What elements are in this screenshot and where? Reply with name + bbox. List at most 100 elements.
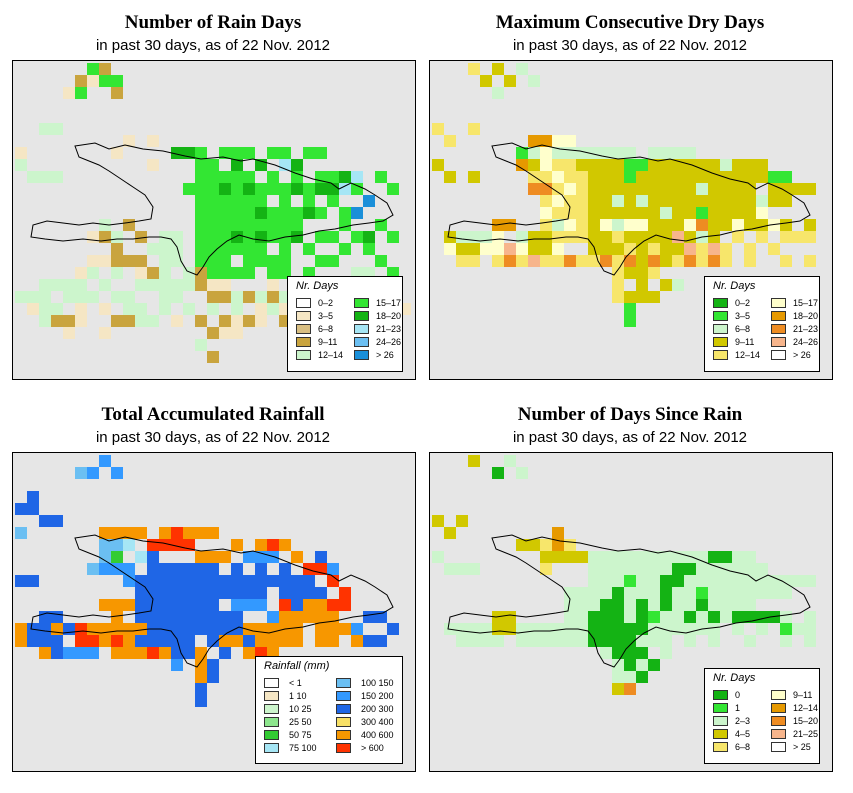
legend-items: 0–2 3–5 6–8 9–11 12–14 15–17 18–20 21–23 24–26 > … (296, 297, 404, 361)
legend-swatch (713, 337, 728, 347)
grid-cell (540, 147, 552, 159)
grid-cell (219, 291, 231, 303)
grid-cell (219, 327, 231, 339)
grid-cell (243, 315, 255, 327)
grid-cell (243, 551, 255, 563)
grid-cell (468, 63, 480, 75)
grid-cell (195, 159, 207, 171)
grid-cell (648, 183, 660, 195)
panel-title: Number of Rain Days (124, 12, 302, 33)
grid-cell (684, 243, 696, 255)
grid-cell (15, 291, 27, 303)
grid-cell (708, 159, 720, 171)
grid-cell (744, 587, 756, 599)
grid-cell (123, 219, 135, 231)
legend-swatch (713, 324, 728, 334)
grid-cell (243, 147, 255, 159)
legend-swatch (264, 704, 279, 714)
legend-label: 9–11 (318, 337, 338, 347)
grid-cell (351, 171, 363, 183)
grid-cell (804, 611, 816, 623)
grid-cell (75, 467, 87, 479)
grid-cell (744, 563, 756, 575)
grid-cell (600, 587, 612, 599)
grid-cell (588, 243, 600, 255)
legend-item: 0 (713, 689, 771, 701)
grid-cell (708, 635, 720, 647)
grid-cell (219, 279, 231, 291)
grid-cell (636, 551, 648, 563)
legend-label: 2–3 (735, 716, 751, 726)
grid-cell (207, 351, 219, 363)
grid-cell (279, 635, 291, 647)
grid-cell (456, 255, 468, 267)
grid-cell (231, 291, 243, 303)
grid-cell (432, 123, 444, 135)
grid-cell (207, 659, 219, 671)
grid-cell (99, 327, 111, 339)
grid-cell (147, 135, 159, 147)
grid-cell (684, 159, 696, 171)
grid-cell (780, 623, 792, 635)
grid-cell (303, 195, 315, 207)
grid-cell (171, 563, 183, 575)
grid-cell (87, 63, 99, 75)
grid-cell (444, 171, 456, 183)
legend-swatch (771, 729, 786, 739)
grid-cell (672, 147, 684, 159)
panel-title: Maximum Consecutive Dry Days (495, 12, 765, 33)
legend-label: < 1 (289, 678, 302, 688)
grid-cell (303, 611, 315, 623)
grid-cell (780, 231, 792, 243)
grid-cell (612, 587, 624, 599)
grid-cell (552, 231, 564, 243)
grid-cell (624, 195, 636, 207)
grid-cell (636, 575, 648, 587)
grid-cell (291, 599, 303, 611)
grid-cell (780, 171, 792, 183)
grid-cell (780, 611, 792, 623)
grid-cell (504, 455, 516, 467)
grid-cell (684, 183, 696, 195)
grid-cell (456, 515, 468, 527)
legend-item: 21–25 (771, 728, 821, 740)
grid-cell (732, 231, 744, 243)
grid-cell (255, 219, 267, 231)
grid-cell (195, 695, 207, 707)
grid-cell (744, 575, 756, 587)
grid-cell (540, 159, 552, 171)
grid-cell (612, 575, 624, 587)
legend-label: 21–25 (793, 729, 819, 739)
grid-cell (303, 183, 315, 195)
grid-cell (315, 183, 327, 195)
grid-cell (600, 219, 612, 231)
grid-cell (99, 303, 111, 315)
grid-cell (219, 219, 231, 231)
grid-cell (804, 255, 816, 267)
grid-cell (672, 243, 684, 255)
grid-cell (303, 563, 315, 575)
grid-cell (171, 575, 183, 587)
map-max-dry-days (429, 60, 833, 380)
grid-cell (492, 87, 504, 99)
grid-cell (648, 635, 660, 647)
grid-cell (51, 123, 63, 135)
grid-cell (600, 647, 612, 659)
grid-cell (648, 195, 660, 207)
grid-cell (171, 147, 183, 159)
grid-cell (147, 539, 159, 551)
grid-cell (768, 243, 780, 255)
grid-cell (432, 515, 444, 527)
grid-cell (684, 171, 696, 183)
grid-cell (195, 267, 207, 279)
grid-cell (792, 231, 804, 243)
legend-item: 100 150 (336, 677, 406, 689)
grid-cell (159, 611, 171, 623)
grid-cell (135, 267, 147, 279)
grid-cell (279, 575, 291, 587)
legend-item: 4–5 (713, 728, 771, 740)
grid-cell (195, 255, 207, 267)
legend-label: 12–14 (735, 350, 761, 360)
grid-cell (696, 195, 708, 207)
grid-cell (636, 635, 648, 647)
